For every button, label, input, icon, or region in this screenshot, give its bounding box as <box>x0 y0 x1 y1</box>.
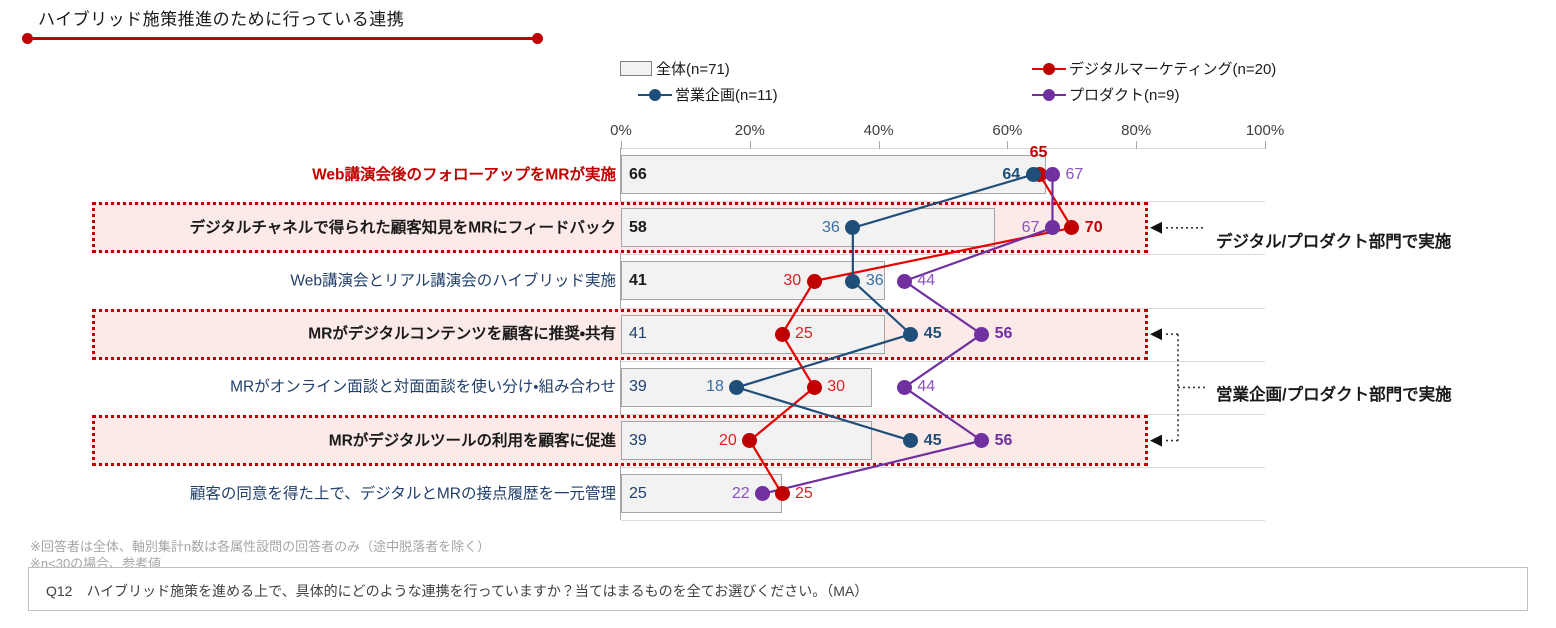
data-label-sales-row-2: 36 <box>822 218 840 236</box>
legend-swatch-box-icon <box>620 61 652 76</box>
category-label-row-4: MRがデジタルコンテンツを顧客に推奨・共有 <box>308 325 616 343</box>
x-axis-tick-mark <box>621 141 622 149</box>
data-label-dm-row-3: 30 <box>783 272 802 289</box>
legend-label-sales-planning: 営業企画(n=11) <box>675 87 778 104</box>
bar-total-row-2[interactable] <box>621 208 995 248</box>
x-axis-tick-mark <box>1136 141 1138 149</box>
category-label-row-6: MRがデジタルツールの利用を顧客に促進 <box>328 431 616 449</box>
x-axis-tick-40pct: 40% <box>863 122 894 139</box>
data-point-dm-row-4[interactable] <box>774 326 790 342</box>
data-point-product-row-5[interactable] <box>896 379 912 395</box>
legend-line-marker-icon <box>1032 87 1066 103</box>
legend-item-digital-marketing[interactable]: デジタルマーケティング(n=20) <box>1032 58 1276 79</box>
title-underline <box>26 37 542 40</box>
x-axis-tick-mark <box>1265 141 1266 149</box>
bar-value-row-1: 66 <box>629 165 647 183</box>
data-label-dm-row-5: 30 <box>827 378 845 396</box>
row-separator <box>621 414 1265 415</box>
x-axis-tick-mark <box>878 141 880 149</box>
title-rule-dot-left <box>22 33 33 44</box>
data-point-dm-row-5[interactable] <box>806 379 822 395</box>
data-label-sales-row-5: 18 <box>706 378 724 396</box>
bar-value-row-4: 41 <box>629 325 647 343</box>
question-box <box>28 567 1528 611</box>
data-point-dm-row-7[interactable] <box>774 486 790 502</box>
data-point-sales-row-4[interactable] <box>903 326 919 342</box>
data-point-product-row-1[interactable] <box>1044 167 1060 183</box>
footnote-1: ※回答者は全体、軸別集計n数は各属性設問の回答者のみ（途中脱落者を除く） <box>30 539 491 554</box>
legend-item-total[interactable]: 全体(n=71) <box>620 58 730 79</box>
data-label-sales-row-6: 45 <box>923 431 942 449</box>
title-rule-dot-right <box>532 33 543 44</box>
bar-chart-plot-area: 66 58 41 41 39 39 25 <box>621 148 1265 522</box>
bar-value-row-6: 39 <box>629 431 647 449</box>
bar-value-row-5: 39 <box>629 378 647 396</box>
legend-label-digital-marketing: デジタルマーケティング(n=20) <box>1069 61 1277 78</box>
question-text: Q12 ハイブリッド施策を進める上で、具体的にどのような連携を行っていますか？当… <box>46 583 869 599</box>
legend-item-sales-planning[interactable]: 営業企画(n=11) <box>638 84 778 105</box>
data-label-product-row-1: 67 <box>1065 165 1084 183</box>
data-label-sales-row-1: 64 <box>1002 165 1021 183</box>
data-label-dm-row-1: 65 <box>1029 143 1048 161</box>
category-label-row-3: Web講演会とリアル講演会のハイブリッド実施 <box>290 272 616 290</box>
data-label-product-row-7: 22 <box>731 484 750 502</box>
legend-line-marker-icon <box>638 87 672 103</box>
data-label-dm-row-2: 70 <box>1084 218 1103 236</box>
legend-line-marker-icon <box>1032 61 1066 77</box>
data-label-product-row-3: 44 <box>917 272 936 289</box>
bar-total-row-1[interactable] <box>621 155 1047 194</box>
data-point-sales-row-1[interactable] <box>1025 167 1041 183</box>
data-point-product-row-3[interactable] <box>896 273 912 289</box>
x-axis-tick-80pct: 80% <box>1121 122 1152 139</box>
row-separator <box>621 520 1265 522</box>
annotation-sales-product: 営業企画/プロダクト部門で実施 <box>1216 386 1452 404</box>
data-label-sales-row-4: 45 <box>923 325 942 343</box>
chart-legend: 全体(n=71) デジタルマーケティング(n=20) 営業企画(n=11) プロ… <box>620 58 1280 108</box>
category-label-row-7: 顧客の同意を得た上で、デジタルとMRの接点履歴を一元管理 <box>189 485 616 503</box>
data-point-dm-row-3[interactable] <box>806 273 822 289</box>
row-separator <box>621 254 1265 256</box>
row-separator <box>621 360 1265 362</box>
data-label-dm-row-6: 20 <box>719 431 737 449</box>
data-label-product-row-4: 56 <box>994 325 1013 343</box>
data-label-dm-row-4: 25 <box>795 325 813 343</box>
annotation-digital-product: デジタル/プロダクト部門で実施 <box>1216 233 1452 251</box>
bar-value-row-3: 41 <box>629 272 647 289</box>
category-label-row-2: デジタルチャネルで得られた顧客知見をMRにフィードバック <box>189 219 616 237</box>
x-axis-tick-20pct: 20% <box>734 122 765 139</box>
data-label-product-row-5: 44 <box>917 378 936 396</box>
row-separator <box>621 148 1265 149</box>
row-separator <box>621 307 1265 309</box>
x-axis-labels: 0% 20% 40% 60% 80% 100% <box>0 122 1556 142</box>
x-axis-tick-60pct: 60% <box>992 122 1023 139</box>
row-separator <box>621 201 1265 203</box>
data-label-sales-row-3: 36 <box>865 272 884 289</box>
bar-value-row-7: 25 <box>629 484 647 502</box>
x-axis-tick-mark <box>1007 141 1009 149</box>
category-label-row-1: Web講演会後のフォローアップをMRが実施 <box>312 165 616 183</box>
data-label-dm-row-7: 25 <box>795 484 813 502</box>
x-axis-tick-mark <box>749 141 751 149</box>
legend-label-total: 全体(n=71) <box>656 61 730 78</box>
bar-total-row-4[interactable] <box>621 314 886 354</box>
data-label-product-row-2: 67 <box>1021 218 1040 236</box>
legend-item-product[interactable]: プロダクト(n=9) <box>1032 84 1179 105</box>
page-title: ハイブリッド施策推進のために行っている連携 <box>38 10 405 29</box>
legend-label-product: プロダクト(n=9) <box>1069 87 1180 104</box>
category-label-row-5: MRがオンライン面談と対面面談を使い分け・組み合わせ <box>230 378 616 396</box>
x-axis-tick-0pct: 0% <box>610 122 632 139</box>
x-axis-tick-100pct: 100% <box>1245 122 1285 139</box>
row-separator <box>621 467 1265 469</box>
data-point-product-row-4[interactable] <box>974 326 990 342</box>
data-point-sales-row-3[interactable] <box>845 273 861 289</box>
bar-value-row-2: 58 <box>629 218 647 236</box>
data-label-product-row-6: 56 <box>994 431 1013 449</box>
